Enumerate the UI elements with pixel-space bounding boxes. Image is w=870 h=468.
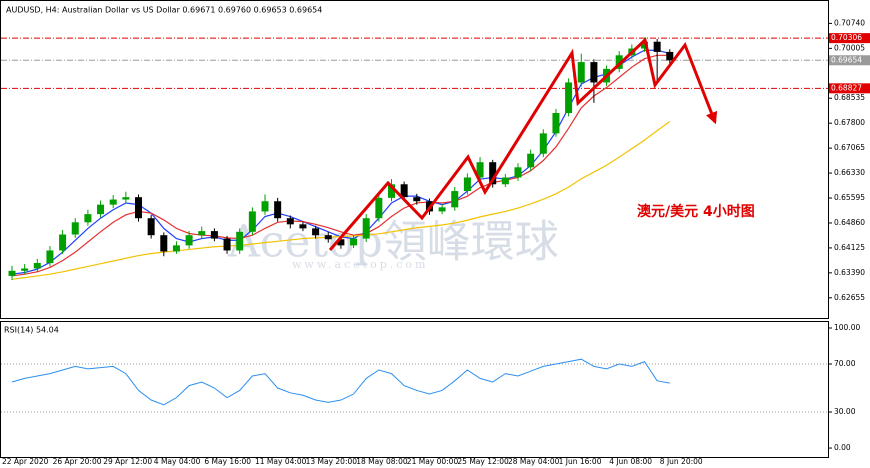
candle-body <box>59 234 67 251</box>
candle-body <box>641 41 648 49</box>
x-tick-label: 22 Apr 2020 <box>2 457 49 466</box>
candle-body <box>223 238 231 251</box>
candle-body <box>185 235 193 246</box>
candle-body <box>476 162 484 178</box>
y-tick-label: 70.00 <box>834 359 856 368</box>
candle-body <box>109 199 117 205</box>
watermark-brand: Acetop領峰環球 <box>227 217 559 268</box>
candle-body <box>84 214 92 223</box>
x-tick-label: 4 Jun 08:00 <box>609 457 652 466</box>
x-tick-label: 1 Jun 16:00 <box>559 457 602 466</box>
x-tick-label: 25 May 12:00 <box>457 457 509 466</box>
candle-body <box>21 268 29 271</box>
y-tick-label: 0.67800 <box>834 118 865 127</box>
x-tick-label: 26 Apr 20:00 <box>53 457 102 466</box>
candle-body <box>577 62 585 83</box>
x-tick-label: 11 May 04:00 <box>255 457 307 466</box>
watermark-site: www.acetop.com <box>292 258 428 271</box>
y-tick-label: 0.67065 <box>834 143 865 152</box>
candle-body <box>147 218 155 236</box>
candle-body <box>248 211 256 232</box>
candle-body <box>97 204 105 215</box>
candle-body <box>337 239 345 246</box>
price-tag-label: 0.69654 <box>831 55 862 64</box>
candle-body <box>198 231 206 236</box>
y-tick-label: 0.66330 <box>834 168 865 177</box>
candle-body <box>312 228 320 236</box>
x-tick-label: 29 Apr 12:00 <box>103 457 152 466</box>
chart-title: AUDUSD, H4: Australian Dollar vs US Doll… <box>6 6 322 15</box>
x-tick-label: 8 Jun 20:00 <box>660 457 703 466</box>
candle-body <box>274 201 282 219</box>
candle-body <box>160 235 168 252</box>
rsi-frame <box>0 321 829 458</box>
candle-body <box>286 218 294 225</box>
candle-body <box>135 197 142 219</box>
candle-body <box>438 207 446 212</box>
y-tick-label: 0.70005 <box>834 43 865 52</box>
x-tick-label: 13 May 20:00 <box>306 457 358 466</box>
annotation: 澳元/美元 4小时图 <box>637 203 755 220</box>
y-tick-label: 0.68535 <box>834 93 865 102</box>
candle-body <box>122 197 130 200</box>
y-tick-label: 0.64860 <box>834 218 865 227</box>
x-tick-label: 4 May 04:00 <box>154 457 201 466</box>
price-tag-label: 0.70306 <box>831 33 862 42</box>
candle-body <box>463 177 471 192</box>
candle-body <box>362 218 370 239</box>
candle-body <box>388 184 395 198</box>
x-tick-label: 18 May 08:00 <box>356 457 408 466</box>
price-tag <box>829 33 870 44</box>
y-tick-label: 0.63390 <box>834 268 865 277</box>
rsi-line <box>11 358 670 406</box>
candle-body <box>350 238 358 246</box>
candle-body <box>261 201 269 212</box>
candle-body <box>539 133 547 154</box>
candle-body <box>299 224 307 229</box>
candle-body <box>653 41 661 52</box>
price-frame <box>0 0 829 319</box>
x-tick-label: 6 May 16:00 <box>204 457 251 466</box>
rsi-title: RSI(14) 54.04 <box>4 326 59 335</box>
y-tick-label: 0.64125 <box>834 243 865 252</box>
watermark: Acetop領峰環球 www.acetop.com <box>227 217 559 272</box>
y-tick-label: 0.70740 <box>834 18 865 27</box>
candle-body <box>46 250 54 264</box>
candle-body <box>210 231 218 239</box>
y-tick-label: 30.00 <box>834 407 856 416</box>
candle-body <box>552 113 560 134</box>
candle-body <box>489 162 497 185</box>
candle-body <box>324 235 332 240</box>
x-tick-label: 28 May 04:00 <box>508 457 560 466</box>
price-tag <box>829 55 870 66</box>
y-tick-label: 100.00 <box>834 323 860 332</box>
candle-body <box>8 270 16 276</box>
moving-average <box>11 54 670 277</box>
y-tick-label: 0.00 <box>834 443 851 452</box>
candle-body <box>590 62 598 83</box>
candle-body <box>71 222 79 235</box>
candle-body <box>565 82 573 114</box>
candle-body <box>236 231 244 251</box>
y-tick-label: 0.62655 <box>834 293 865 302</box>
y-tick-label: 0.65595 <box>834 193 865 202</box>
price-tag <box>829 83 870 94</box>
candle-body <box>413 197 421 202</box>
candle-body <box>514 167 522 178</box>
candle-body <box>33 263 41 269</box>
trend-arrows <box>328 37 718 251</box>
candle-body <box>501 177 509 185</box>
candle-body <box>400 184 408 198</box>
candle-body <box>172 245 180 252</box>
candle-body <box>451 191 459 208</box>
price-tag-label: 0.68827 <box>831 83 862 92</box>
x-tick-label: 21 May 00:00 <box>407 457 459 466</box>
candle-body <box>527 153 535 168</box>
candle-body <box>615 55 623 69</box>
candle-body <box>666 51 674 61</box>
candle-body <box>375 197 383 219</box>
